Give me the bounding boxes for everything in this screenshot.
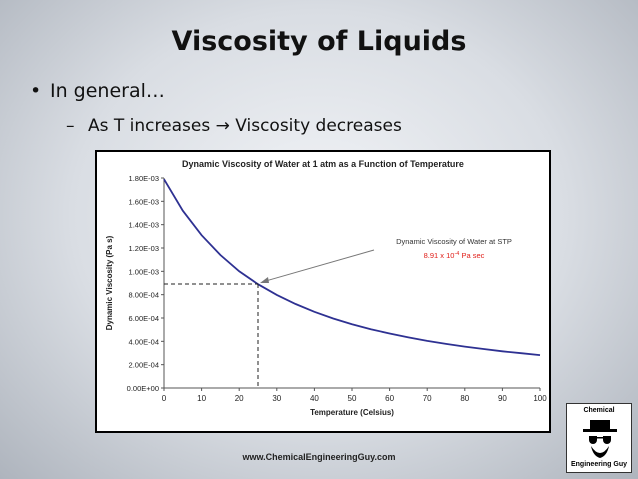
x-tick-label: 10: [197, 394, 206, 403]
y-axis-label: Dynamic Viscosity (Pa s): [105, 235, 114, 330]
y-tick-label: 1.00E-03: [129, 267, 159, 276]
x-tick-label: 0: [162, 394, 167, 403]
chart-canvas: Dynamic Viscosity of Water at 1 atm as a…: [105, 159, 547, 417]
annotation-value-unit: Pa sec: [459, 251, 484, 260]
y-tick-label: 1.40E-03: [129, 221, 159, 230]
x-tick-label: 40: [310, 394, 319, 403]
y-tick-label: 1.80E-03: [129, 174, 159, 183]
y-tick-label: 0.00E+00: [127, 384, 159, 393]
y-tick-label: 6.00E-04: [129, 314, 159, 323]
x-tick-label: 50: [348, 394, 357, 403]
y-tick-label: 1.20E-03: [129, 244, 159, 253]
annotation-arrowhead: [260, 277, 269, 284]
x-tick-label: 70: [423, 394, 432, 403]
y-tick-label: 4.00E-04: [129, 337, 159, 346]
x-tick-label: 100: [533, 394, 547, 403]
sub-bullet-marker: –: [66, 116, 75, 136]
bullet-item: • In general…: [30, 80, 165, 102]
slide-title: Viscosity of Liquids: [171, 26, 467, 57]
bullet-text: In general…: [50, 80, 165, 102]
sub-bullet-item: – As T increases → Viscosity decreases: [66, 116, 402, 136]
y-tick-label: 2.00E-04: [129, 361, 159, 370]
x-tick-label: 80: [460, 394, 469, 403]
logo-bottom-text: Engineering Guy: [570, 461, 627, 468]
x-tick-label: 30: [272, 394, 281, 403]
footer-url: www.ChemicalEngineeringGuy.com: [242, 452, 396, 462]
y-tick-label: 8.00E-04: [129, 291, 159, 300]
viscosity-chart: Dynamic Viscosity of Water at 1 atm as a…: [95, 150, 551, 433]
chart-title: Dynamic Viscosity of Water at 1 atm as a…: [182, 159, 464, 169]
x-axis-label: Temperature (Celsius): [310, 408, 394, 417]
bullet-marker: •: [30, 80, 42, 102]
annotation-value-exponent: -4: [454, 251, 459, 257]
y-tick-label: 1.60E-03: [129, 197, 159, 206]
logo-top-text: Chemical: [583, 407, 615, 414]
annotation-value: 8.91 x 10-4 Pa sec: [424, 251, 485, 260]
annotation-pointer-line: [261, 249, 375, 283]
x-tick-label: 90: [498, 394, 507, 403]
viscosity-series-line: [163, 178, 541, 356]
x-tick-label: 60: [385, 394, 394, 403]
annotation-label: Dynamic Viscosity of Water at STP: [396, 237, 512, 246]
brand-logo: Chemical Engineering Guy: [566, 403, 632, 473]
annotation-value-base: 8.91 x 10: [424, 251, 455, 260]
x-tick-label: 20: [235, 394, 244, 403]
sub-bullet-text: As T increases → Viscosity decreases: [88, 116, 402, 136]
hat-and-glasses-icon: [583, 420, 617, 458]
